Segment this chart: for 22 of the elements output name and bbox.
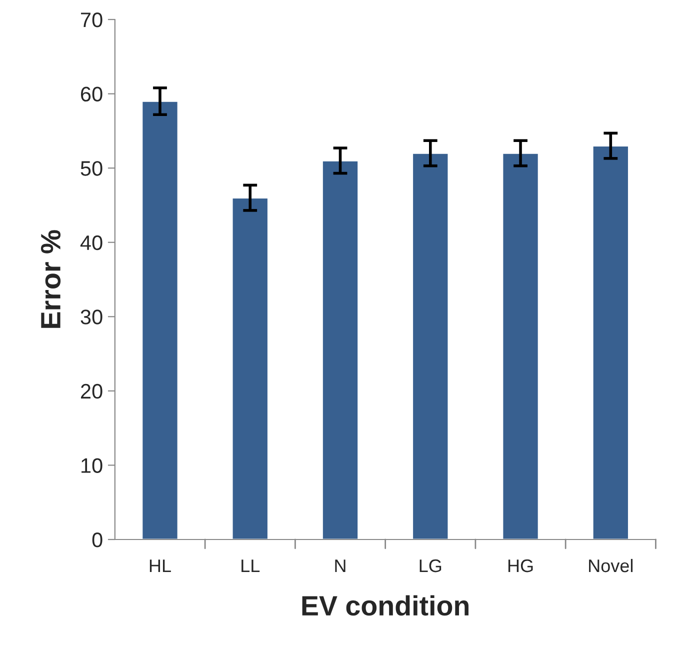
x-tick-label: Novel	[589, 558, 633, 572]
bar	[592, 145, 630, 540]
y-tick-label: 60	[81, 86, 102, 102]
bar	[412, 152, 450, 540]
x-tick-label: HG	[508, 559, 533, 572]
x-tick-label: LL	[242, 560, 260, 572]
x-axis-title: EV condition	[302, 595, 468, 616]
y-tick-label: 40	[80, 235, 102, 250]
y-axis-title: Error %	[40, 230, 61, 328]
y-tick-label: 70	[81, 12, 102, 28]
bar	[502, 152, 540, 540]
y-tick-label: 50	[80, 161, 102, 176]
y-tick-label: 20	[80, 384, 102, 399]
x-tick-label: HL	[150, 560, 171, 572]
x-tick-label: N	[335, 560, 346, 572]
y-tick-label: 10	[82, 458, 102, 473]
y-tick-label: 30	[80, 310, 102, 324]
y-tick-label: 0	[92, 532, 102, 548]
bar	[231, 197, 269, 540]
x-tick-label: LG	[420, 559, 442, 572]
bar	[322, 160, 359, 540]
bar	[141, 100, 179, 540]
